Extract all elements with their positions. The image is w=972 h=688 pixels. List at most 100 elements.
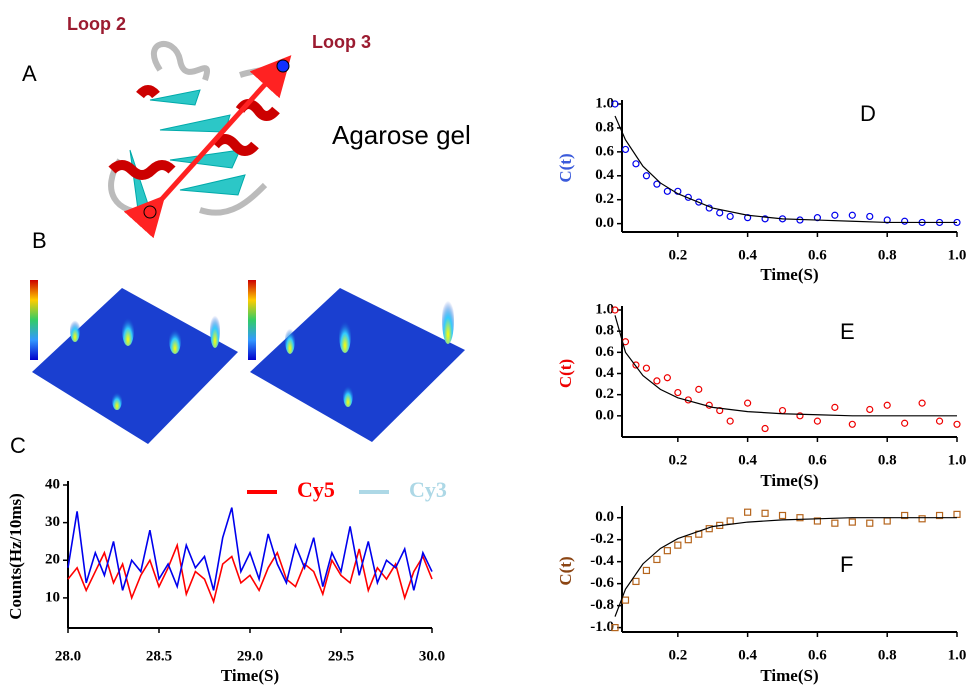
data-point xyxy=(642,172,651,180)
series-line xyxy=(67,507,433,591)
y-tick-label: 0.4 xyxy=(595,167,614,183)
data-point xyxy=(653,555,661,564)
y-tick-label: 10 xyxy=(45,589,60,605)
y-axis-label: C(t) xyxy=(556,153,575,182)
panel-label: D xyxy=(860,101,876,126)
data-point xyxy=(663,547,671,555)
panel-label: C xyxy=(10,433,26,458)
x-tick-label: 0.8 xyxy=(878,247,897,263)
x-tick-label: 0.2 xyxy=(668,247,687,263)
data-point xyxy=(953,420,961,428)
data-point xyxy=(663,374,671,382)
data-point xyxy=(901,511,909,520)
x-axis-label: Time(S) xyxy=(221,666,279,685)
y-tick-label: -0.2 xyxy=(590,531,614,547)
data-point xyxy=(761,424,769,433)
data-point xyxy=(761,509,769,517)
data-point xyxy=(935,511,944,520)
y-tick-label: 40 xyxy=(45,476,60,492)
y-axis-label: C(t) xyxy=(556,359,575,388)
data-point xyxy=(621,596,630,604)
data-point xyxy=(653,377,661,385)
x-tick-label: 29.5 xyxy=(328,648,354,664)
y-tick-label: 0.6 xyxy=(595,344,614,360)
x-tick-label: 0.4 xyxy=(738,647,757,663)
annotation: Agarose gel xyxy=(332,120,471,150)
x-tick-label: 0.8 xyxy=(878,452,897,468)
data-point xyxy=(848,518,856,526)
y-tick-label: 0.8 xyxy=(595,323,614,339)
data-point xyxy=(796,514,804,522)
loop-label: Loop 2 xyxy=(67,14,126,34)
x-tick-label: 0.6 xyxy=(808,452,827,468)
panel-label: E xyxy=(840,319,855,344)
data-point xyxy=(632,577,640,586)
panel-label: F xyxy=(840,552,853,577)
y-tick-label: 1.0 xyxy=(595,301,614,317)
y-tick-label: 0.0 xyxy=(595,509,614,525)
x-tick-label: 0.4 xyxy=(738,247,757,263)
data-point xyxy=(674,388,682,397)
data-point xyxy=(716,406,724,415)
y-tick-label: 0.8 xyxy=(595,119,614,135)
data-point xyxy=(848,420,856,428)
data-point xyxy=(813,517,822,525)
data-point xyxy=(726,517,734,525)
data-point xyxy=(831,519,839,527)
data-point xyxy=(761,215,769,223)
x-tick-label: 0.6 xyxy=(808,247,827,263)
y-tick-label: -1.0 xyxy=(590,619,614,635)
y-tick-label: 0.0 xyxy=(595,215,614,231)
data-point xyxy=(674,541,682,549)
data-point xyxy=(632,361,640,369)
x-tick-label: 28.0 xyxy=(55,648,81,664)
x-tick-label: 1.0 xyxy=(948,247,967,263)
y-tick-label: 0.4 xyxy=(595,365,614,381)
x-tick-label: 29.0 xyxy=(237,648,263,664)
data-point xyxy=(883,401,891,409)
x-axis-label: Time(S) xyxy=(760,471,818,490)
y-axis-label: C(t) xyxy=(556,556,575,585)
x-tick-label: 30.0 xyxy=(419,648,445,664)
data-point xyxy=(918,399,926,407)
data-point xyxy=(778,511,787,520)
data-point xyxy=(918,515,926,523)
data-point xyxy=(726,417,734,425)
data-point xyxy=(611,100,619,108)
y-tick-label: 0.2 xyxy=(595,386,614,402)
data-point xyxy=(642,566,651,575)
legend-label: Cy5 xyxy=(297,477,335,502)
y-tick-label: -0.6 xyxy=(590,575,614,591)
series-line xyxy=(614,315,957,417)
data-point xyxy=(632,160,640,168)
data-point xyxy=(611,306,619,314)
x-axis-label: Time(S) xyxy=(760,666,818,685)
data-point xyxy=(866,405,874,414)
x-tick-label: 0.2 xyxy=(668,452,687,468)
data-point xyxy=(813,214,822,222)
legend-label: Cy3 xyxy=(409,477,447,502)
data-point xyxy=(621,145,630,154)
x-tick-label: 0.6 xyxy=(808,647,827,663)
y-tick-label: 0.2 xyxy=(595,191,614,207)
y-tick-label: 1.0 xyxy=(595,95,614,111)
panel-label: B xyxy=(32,228,47,253)
y-tick-label: -0.8 xyxy=(590,597,614,613)
series-line xyxy=(614,517,957,617)
x-tick-label: 28.5 xyxy=(146,648,172,664)
data-point xyxy=(684,536,692,544)
data-point xyxy=(744,399,752,407)
data-point xyxy=(953,510,961,518)
data-point xyxy=(866,519,874,527)
y-tick-label: 30 xyxy=(45,514,60,530)
data-point xyxy=(744,508,752,516)
series-line xyxy=(614,115,957,224)
data-point xyxy=(935,417,944,425)
x-axis-label: Time(S) xyxy=(760,265,818,284)
data-point xyxy=(663,187,671,195)
y-tick-label: 20 xyxy=(45,552,60,568)
data-point xyxy=(901,217,909,225)
y-tick-label: 0.6 xyxy=(595,143,614,159)
